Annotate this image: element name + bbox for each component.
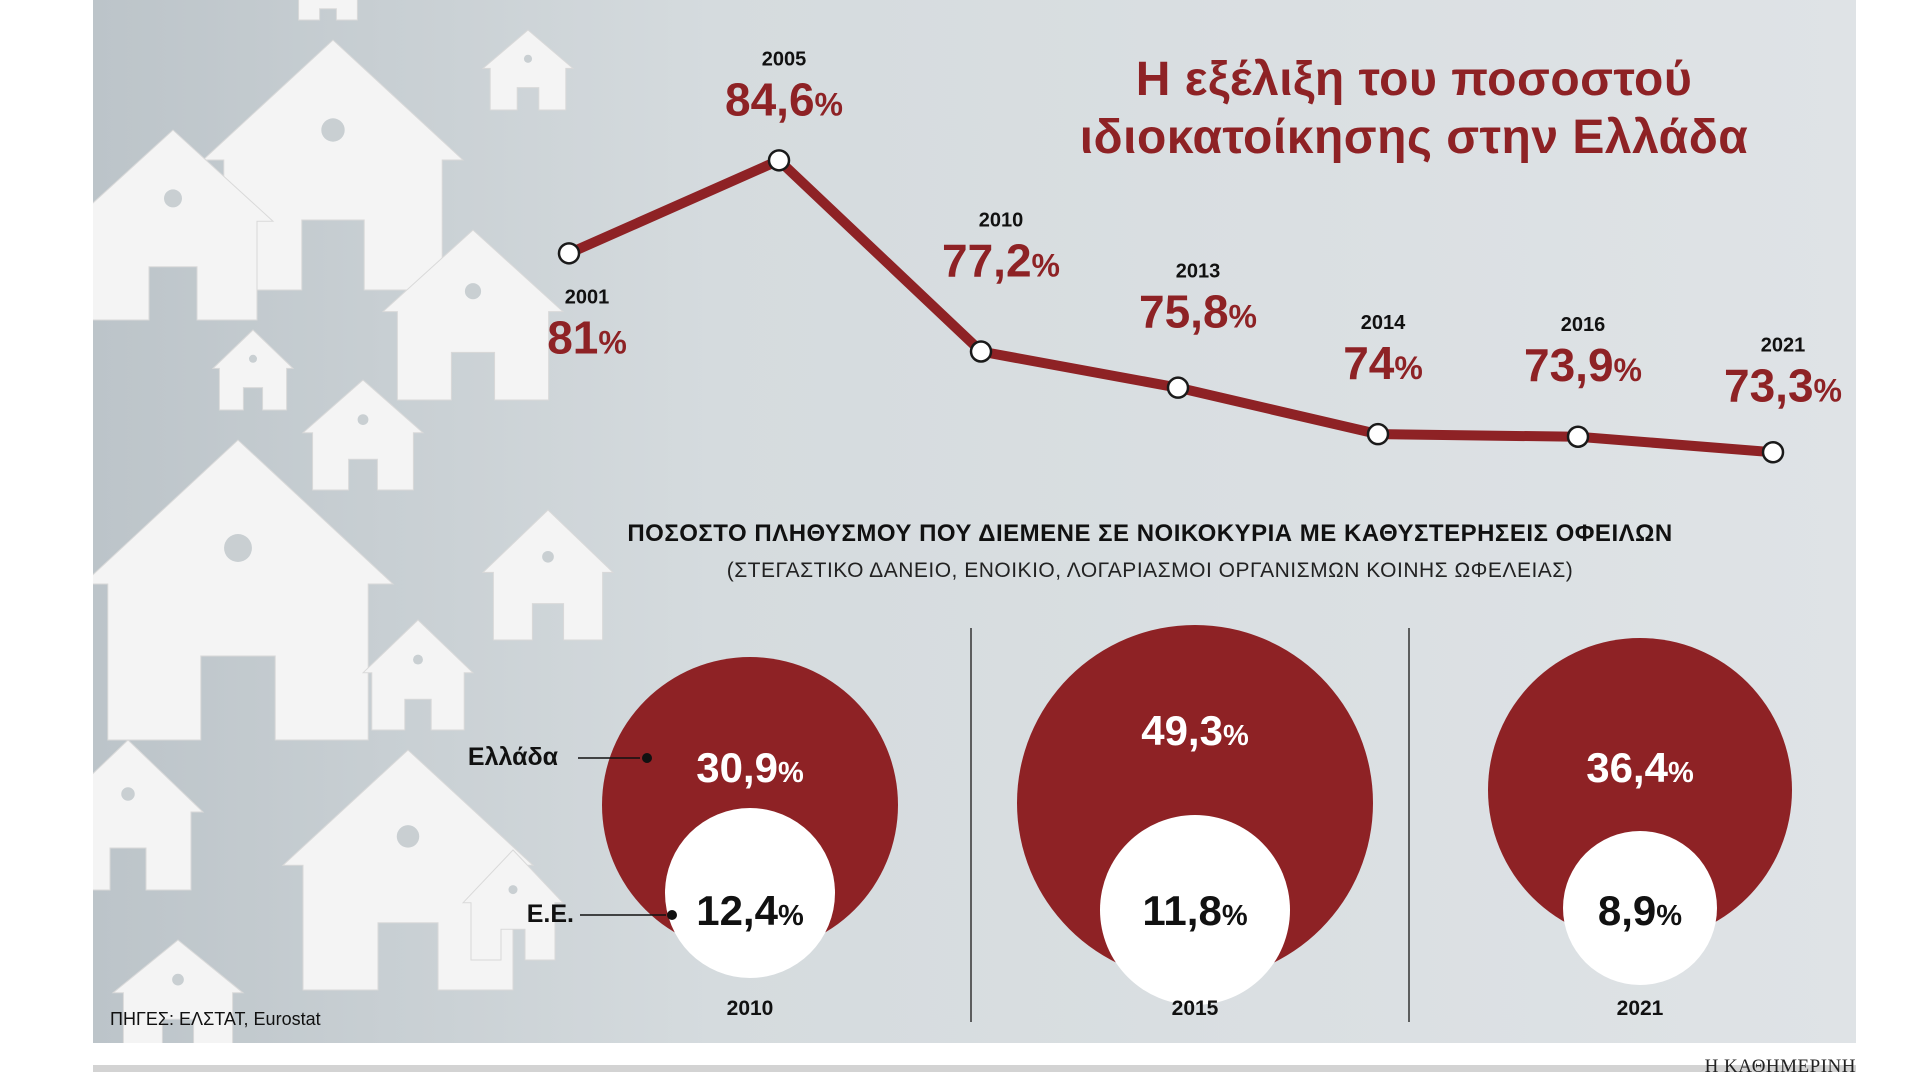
house-shape [93,439,395,741]
house-shape [211,329,295,411]
value-label-2021: 73,3% [1724,359,1842,411]
greece-value-2010: 30,9% [696,744,804,791]
house-shape [298,0,358,21]
house-window [357,414,369,425]
house-shape [461,849,565,961]
legend-eu-dot [667,910,677,920]
value-label-2013: 75,8% [1139,286,1257,338]
house-window [321,118,345,142]
house-shape [481,509,615,641]
line-point-2014 [1366,422,1390,446]
house-icon [93,739,205,891]
house-icon [301,379,425,491]
bottom-rule [93,1065,1856,1072]
infographic-panel [93,0,1856,1043]
year-label-2016: 2016 [1561,314,1606,336]
house-window [121,787,135,801]
house-icon [93,129,275,321]
value-label-2014: 74% [1343,337,1423,389]
house-icon [381,229,565,401]
chart-title-line1: Η εξέλιξη του ποσοστού [1135,53,1693,106]
house-icon [211,329,295,411]
year-label-2010: 2010 [979,210,1024,232]
house-shape [93,739,205,891]
value-label-2005: 84,6% [725,73,843,125]
house-icon [481,509,615,641]
house-icon [461,849,565,961]
house-window [464,283,482,300]
line-point-2021 [1761,441,1785,464]
house-icon [361,619,475,731]
eu-value-2021: 8,9% [1598,887,1682,934]
inner-circle-2021 [1563,831,1717,985]
house-shape [301,379,425,491]
house-window [413,654,423,665]
houses-decoration [93,0,615,1043]
greece-value-2021: 36,4% [1586,744,1694,791]
house-icon [93,439,395,741]
circles-subtitle: (ΣΤΕΓΑΣΤΙΚΟ ΔΑΝΕΙΟ, ΕΝΟΙΚΙΟ, ΛΟΓΑΡΙΑΣΜΟΙ… [726,559,1574,582]
sources-note: ΠΗΓΕΣ: ΕΛΣΤΑΤ, Eurostat [110,1009,321,1029]
house-icon [111,939,245,1043]
year-label-2001: 2001 [565,286,610,308]
greece-value-2015: 49,3% [1141,707,1249,754]
year-label-2005: 2005 [762,48,807,70]
year-label-2013: 2013 [1176,261,1221,283]
legend-greece-label: Ελλάδα [468,743,559,771]
house-icon [481,29,575,111]
house-window [172,973,184,986]
house-window [508,885,518,895]
value-label-2001: 81% [547,311,627,363]
value-label-2016: 73,9% [1524,339,1642,391]
legend-greece-dot [642,753,652,763]
line-point-2001 [557,242,581,265]
value-label-2010: 77,2% [942,235,1060,287]
inner-circle-2015 [1100,815,1290,1005]
year-label-2014: 2014 [1361,312,1406,334]
house-window [396,825,420,848]
year-label-2021: 2021 [1761,334,1806,356]
circle-year-2010: 2010 [727,997,774,1020]
house-window [224,534,252,562]
line-point-2010 [969,340,993,363]
house-shape [481,29,575,111]
house-window [164,189,182,208]
eu-value-2010: 12,4% [696,887,804,934]
house-shape [111,939,245,1043]
house-shape [381,229,565,401]
circles-title: ΠΟΣΟΣΤΟ ΠΛΗΘΥΣΜΟΥ ΠΟΥ ΔΙΕΜΕΝΕ ΣΕ ΝΟΙΚΟΚΥ… [627,520,1673,547]
publisher-credit: Η ΚΑΘΗΜΕΡΙΝΗ [1704,1056,1856,1077]
inner-circle-2010 [665,808,835,978]
house-window [523,54,533,63]
legend-eu-label: Ε.Ε. [527,900,574,928]
circle-year-2021: 2021 [1617,997,1664,1020]
chart-title-line2: ιδιοκατοίκησης στην Ελλάδα [1079,111,1749,164]
house-window [249,354,257,363]
circle-year-2015: 2015 [1172,997,1219,1020]
house-icon [298,0,358,21]
line-point-2016 [1566,425,1590,448]
line-point-2013 [1166,376,1190,399]
eu-value-2015: 11,8% [1142,887,1247,934]
outer-circle-2021 [1488,638,1792,942]
house-shape [93,129,275,321]
house-shape [361,619,475,731]
house-window [542,550,554,563]
line-point-2005 [767,149,791,172]
